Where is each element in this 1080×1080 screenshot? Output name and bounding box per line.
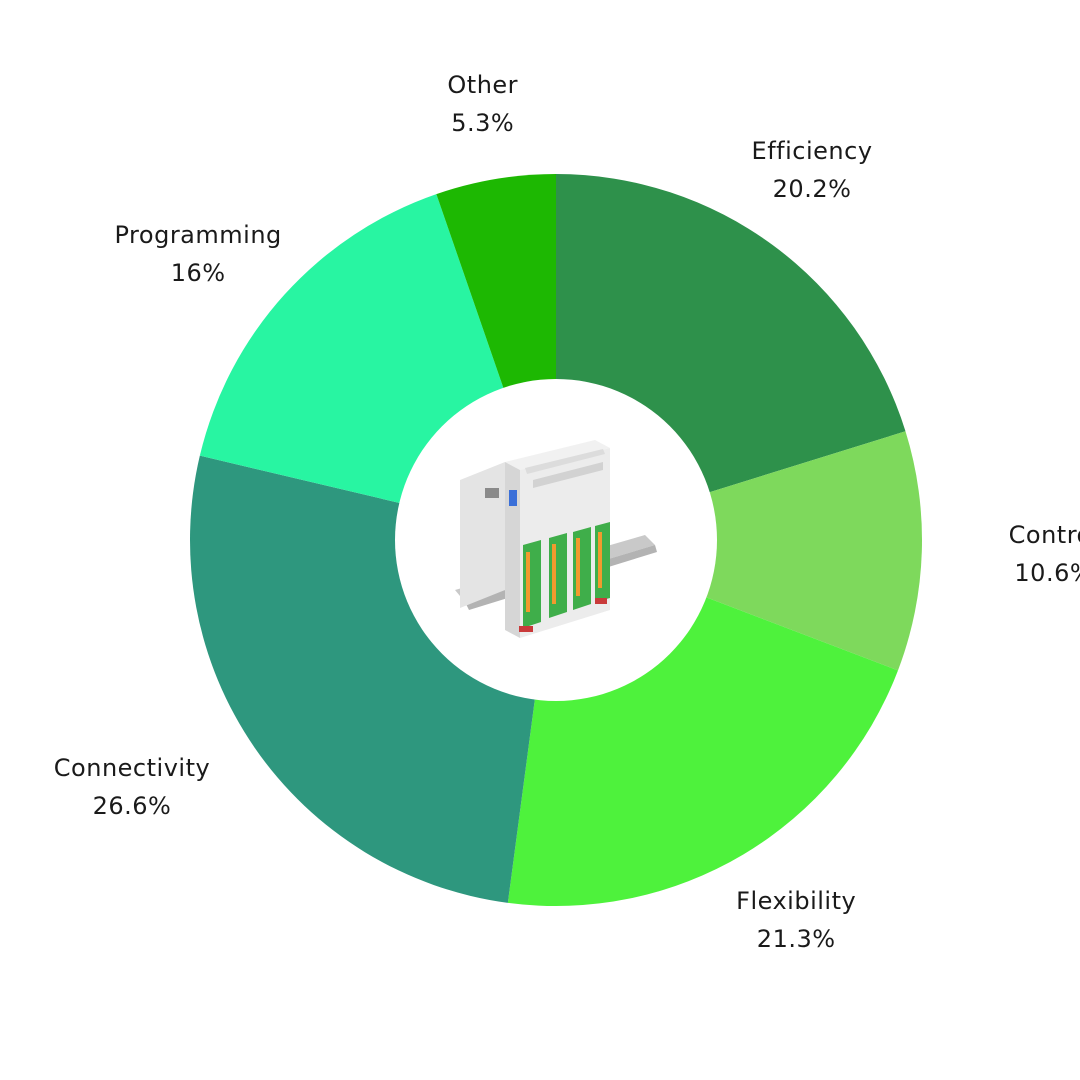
- plc-controller-device-image: [455, 440, 657, 638]
- slice-label-programming: Programming 16%: [115, 216, 282, 292]
- slice-label-control: Control 10.6%: [1009, 516, 1080, 592]
- slice-name: Other: [447, 71, 519, 100]
- slice-label-connectivity: Connectivity 26.6%: [54, 749, 210, 825]
- slice-label-other: Other 5.3%: [447, 66, 518, 142]
- slice-name: Control: [1008, 520, 1080, 549]
- slice-label-efficiency: Efficiency 20.2%: [752, 132, 873, 208]
- slice-percent: 16%: [170, 258, 226, 287]
- slice-name: Flexibility: [736, 886, 857, 915]
- slice-percent: 26.6%: [92, 791, 172, 820]
- slice-percent: 10.6%: [1014, 558, 1080, 587]
- slice-percent: 20.2%: [772, 175, 852, 204]
- slice-control: [556, 431, 923, 671]
- slice-name: Programming: [114, 220, 282, 249]
- slice-name: Efficiency: [751, 137, 873, 166]
- slice-name: Connectivity: [53, 753, 211, 782]
- slice-percent: 5.3%: [451, 109, 515, 138]
- slice-label-flexibility: Flexibility 21.3%: [736, 882, 856, 958]
- slice-percent: 21.3%: [756, 924, 836, 953]
